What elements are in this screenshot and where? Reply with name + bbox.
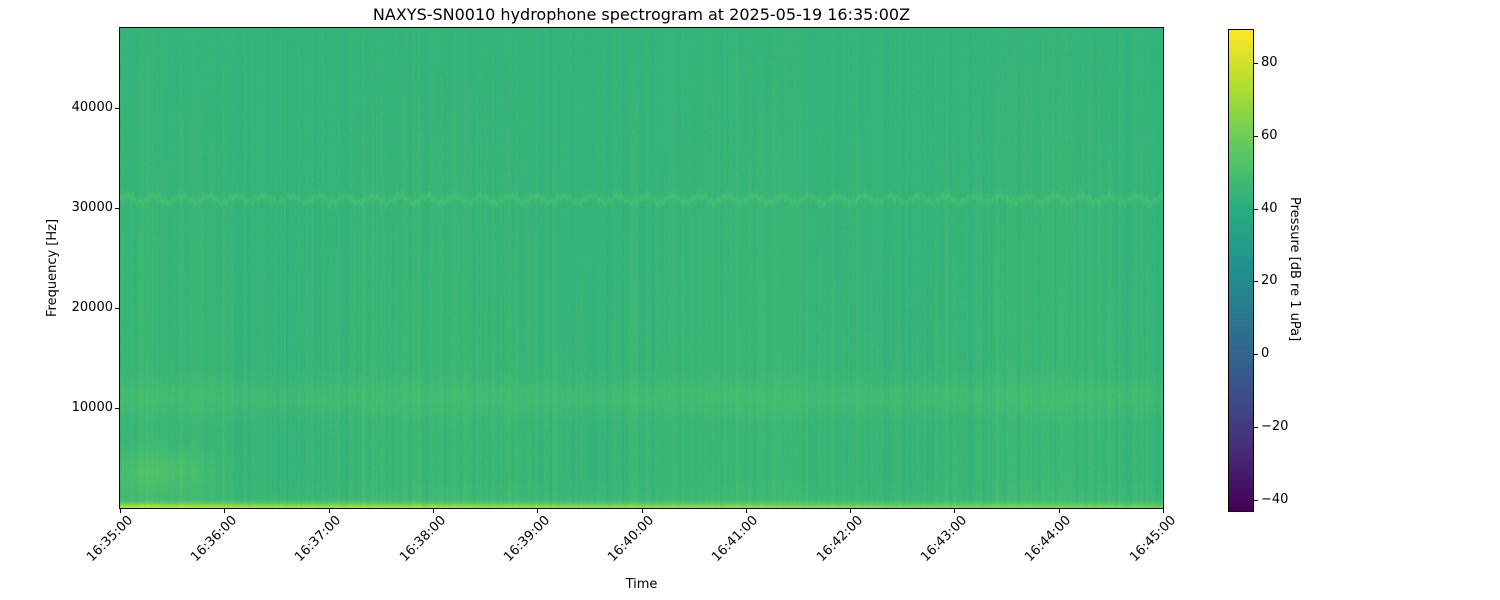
x-tick-mark — [537, 509, 539, 513]
x-tick-label: 16:39:00 — [500, 513, 553, 565]
y-tick-label: 10000 — [71, 400, 113, 415]
y-tick-mark — [115, 408, 119, 409]
colorbar-tick-label: −20 — [1261, 419, 1289, 435]
colorbar-tick-mark — [1254, 427, 1258, 429]
x-tick-label: 16:44:00 — [1022, 513, 1075, 565]
colorbar-label: Pressure [dB re 1 uPa] — [1287, 197, 1302, 342]
y-tick-mark — [115, 208, 119, 209]
y-tick-mark — [115, 308, 119, 309]
colorbar-tick-mark — [1254, 135, 1258, 137]
x-tick-label: 16:41:00 — [709, 513, 762, 565]
colorbar-tick-mark — [1254, 281, 1258, 283]
x-tick-mark — [224, 509, 226, 513]
y-tick-label: 40000 — [71, 100, 113, 115]
x-tick-label: 16:45:00 — [1126, 513, 1179, 565]
spectrogram-image — [119, 27, 1164, 509]
x-tick-label: 16:36:00 — [188, 513, 240, 565]
colorbar-tick-label: 40 — [1261, 200, 1278, 216]
colorbar-tick-label: 80 — [1261, 54, 1278, 70]
colorbar-tick-label: −40 — [1261, 492, 1289, 508]
x-tick-mark — [432, 509, 434, 513]
chart-title: NAXYS-SN0010 hydrophone spectrogram at 2… — [372, 5, 911, 24]
x-tick-mark — [954, 509, 956, 513]
x-tick-mark — [641, 509, 643, 513]
x-tick-mark — [120, 509, 121, 513]
y-tick-label: 20000 — [71, 300, 113, 315]
colorbar — [1228, 29, 1254, 512]
colorbar-tick-mark — [1254, 500, 1258, 502]
y-tick-mark — [115, 108, 119, 109]
colorbar-tick-mark — [1254, 354, 1258, 356]
x-tick-mark — [850, 509, 852, 513]
x-axis-label: Time — [625, 577, 658, 592]
x-tick-mark — [1058, 509, 1060, 513]
x-tick-label: 16:35:00 — [83, 513, 136, 565]
x-tick-label: 16:42:00 — [813, 513, 866, 565]
x-tick-label: 16:40:00 — [605, 513, 658, 565]
x-tick-label: 16:38:00 — [396, 513, 449, 565]
x-tick-mark — [1163, 509, 1164, 513]
y-tick-label: 30000 — [71, 200, 113, 215]
x-tick-label: 16:43:00 — [918, 513, 971, 565]
colorbar-tick-label: 20 — [1261, 273, 1278, 289]
x-tick-mark — [745, 509, 747, 513]
colorbar-tick-mark — [1254, 208, 1258, 210]
colorbar-tick-mark — [1254, 62, 1258, 64]
x-tick-label: 16:37:00 — [292, 513, 345, 565]
colorbar-tick-label: 0 — [1261, 346, 1270, 362]
x-tick-mark — [328, 509, 330, 513]
colorbar-tick-label: 60 — [1261, 127, 1278, 143]
